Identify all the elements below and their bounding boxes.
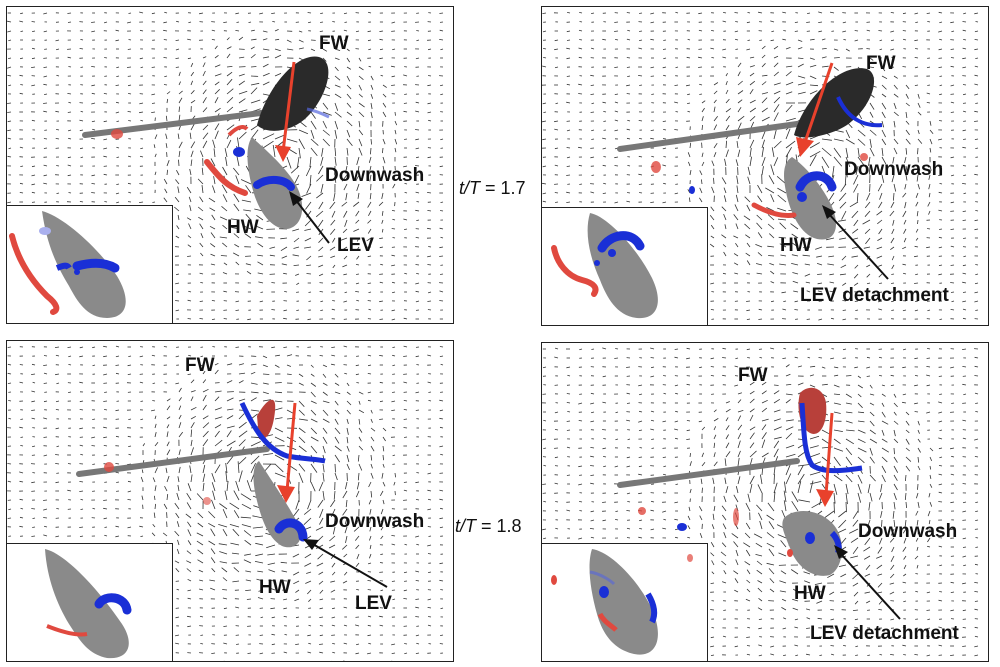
flow-panel-bottom-right: FW Downwash HW LEV detachment bbox=[541, 342, 989, 662]
time-value: = 1.7 bbox=[485, 178, 526, 198]
zoom-inset bbox=[542, 207, 708, 325]
hw-label: HW bbox=[227, 217, 259, 238]
zoom-inset bbox=[542, 543, 708, 661]
time-symbol: t/T bbox=[455, 516, 476, 536]
hindwing-shape bbox=[782, 511, 842, 576]
lev-label: LEV detachment bbox=[800, 285, 949, 306]
hindwing-shape bbox=[784, 157, 837, 240]
zoom-inset bbox=[7, 205, 173, 323]
fw-label: FW bbox=[185, 355, 215, 376]
forewing-shape bbox=[794, 68, 875, 138]
fw-label: FW bbox=[319, 33, 349, 54]
flow-panel-top-left: FW Downwash HW LEV bbox=[6, 6, 454, 324]
fw-label: FW bbox=[866, 53, 896, 74]
zoom-inset bbox=[7, 543, 173, 661]
vortex-structures bbox=[617, 62, 889, 280]
downwash-label: Downwash bbox=[325, 165, 425, 186]
lev-label: LEV detachment bbox=[810, 623, 959, 644]
inset-closeup bbox=[551, 549, 693, 655]
lev-label: LEV bbox=[355, 593, 392, 614]
vortex-structures bbox=[617, 387, 901, 620]
hw-label: HW bbox=[794, 583, 826, 604]
downwash-label: Downwash bbox=[325, 511, 425, 532]
hw-label: HW bbox=[780, 235, 812, 256]
flow-panel-bottom-left: FW Downwash HW LEV bbox=[6, 340, 454, 662]
inset-closeup bbox=[9, 211, 126, 318]
inset-closeup bbox=[551, 213, 658, 319]
time-value: = 1.8 bbox=[481, 516, 522, 536]
downwash-label: Downwash bbox=[844, 159, 944, 180]
time-symbol: t/T bbox=[459, 178, 480, 198]
forewing-shape bbox=[257, 56, 329, 131]
vortex-structures bbox=[76, 399, 388, 588]
flow-panel-top-right: FW Downwash HW LEV detachment bbox=[541, 6, 989, 326]
velocity-field bbox=[7, 11, 444, 321]
fw-label: FW bbox=[738, 365, 768, 386]
downwash-label: Downwash bbox=[858, 521, 958, 542]
hw-label: HW bbox=[259, 577, 291, 598]
hindwing-shape bbox=[253, 461, 301, 548]
vortex-structures bbox=[82, 56, 330, 244]
time-label-2: t/T = 1.8 bbox=[455, 516, 522, 537]
inset-closeup bbox=[45, 549, 132, 659]
lev-label: LEV bbox=[337, 235, 374, 256]
time-label-1: t/T = 1.7 bbox=[459, 178, 526, 199]
